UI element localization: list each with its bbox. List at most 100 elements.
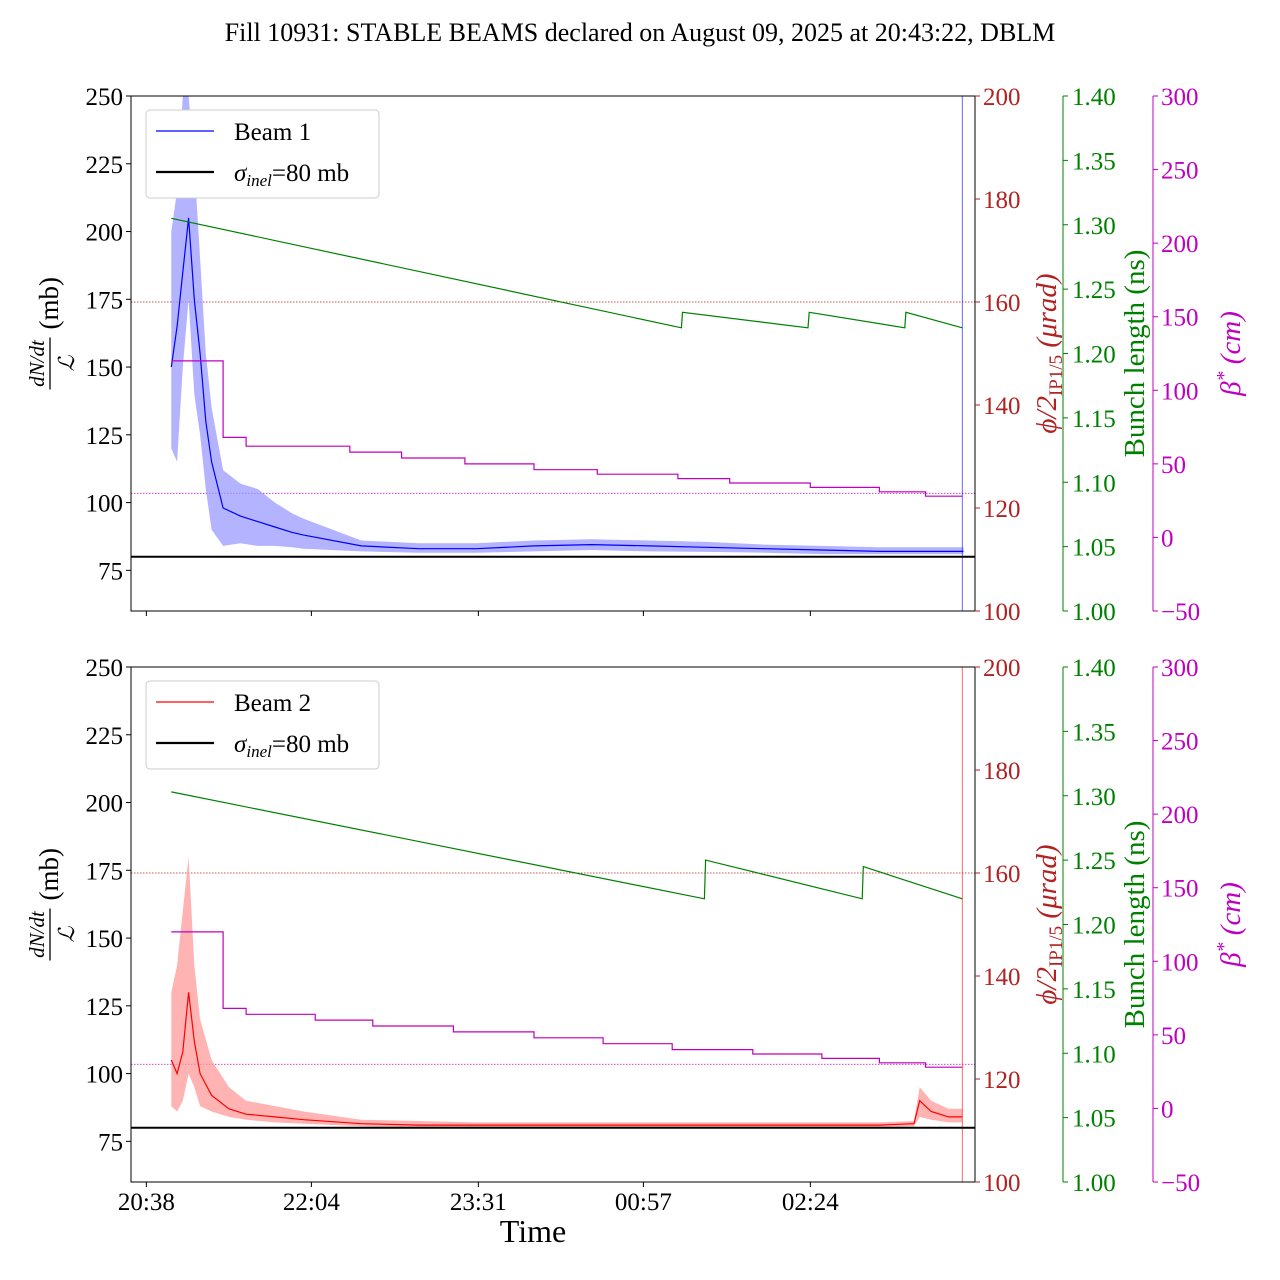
- right2-tick-label: 1.00: [1072, 1170, 1116, 1197]
- right2-tick-label: 1.35: [1072, 148, 1116, 175]
- right2-label: Bunch length (ns): [1119, 821, 1151, 1029]
- right2-tick-label: 1.40: [1072, 84, 1116, 111]
- left-tick-label: 150: [86, 355, 124, 382]
- legend-beam-label: Beam 1: [234, 119, 311, 146]
- right1-tick-label: 100: [983, 599, 1021, 626]
- right1-label: ϕ/2IP1/5 (μrad): [1031, 844, 1067, 1004]
- right1-tick-label: 200: [983, 84, 1021, 111]
- left-tick-label: 100: [86, 1062, 124, 1089]
- right2-tick-label: 1.25: [1072, 277, 1116, 304]
- legend: Beam 2 σinel=80 mb: [145, 680, 380, 770]
- x-tick-label: 02:24: [782, 1189, 839, 1216]
- right3-tick-label: 300: [1161, 655, 1199, 682]
- left-label-unit: (mb): [34, 848, 64, 900]
- legend-sigma-label: σinel=80 mb: [234, 160, 349, 190]
- right2-axis-label: Bunch length (ns): [1119, 821, 1151, 1029]
- right1-label: ϕ/2IP1/5 (μrad): [1031, 273, 1067, 433]
- right2-tick-label: 1.35: [1072, 719, 1116, 746]
- left-axis-label: dN/dt ℒ (mb): [25, 848, 79, 961]
- right3-tick-label: 50: [1161, 1023, 1186, 1050]
- right3-label: β* (cm): [1213, 311, 1247, 397]
- series-line-0: [170, 217, 964, 552]
- right2-tick-label: 1.10: [1072, 470, 1116, 497]
- left-label-denominator: ℒ: [54, 354, 79, 371]
- x-tick-label: 00:57: [615, 1189, 672, 1216]
- right1-tick-label: 160: [983, 861, 1021, 888]
- series-line-1: [171, 791, 963, 900]
- left-tick-label: 200: [86, 220, 124, 247]
- right2-tick-label: 1.30: [1072, 784, 1116, 811]
- legend-sigma-label: σinel=80 mb: [234, 731, 349, 761]
- left-tick-label: 150: [86, 926, 124, 953]
- plot-area: [131, 667, 975, 1182]
- right3-tick-label: 100: [1161, 949, 1199, 976]
- left-tick-label: 125: [86, 994, 124, 1021]
- right3-tick-label: 150: [1161, 305, 1199, 332]
- right2-tick-label: 1.00: [1072, 599, 1116, 626]
- right3-tick-label: 50: [1161, 452, 1186, 479]
- x-tick-label: 23:31: [450, 1189, 507, 1216]
- legend: Beam 1 σinel=80 mb: [145, 109, 380, 199]
- right2-tick-label: 1.15: [1072, 977, 1116, 1004]
- right3-tick-label: 0: [1161, 525, 1174, 552]
- left-tick-label: 125: [86, 423, 124, 450]
- right1-tick-label: 100: [983, 1170, 1021, 1197]
- right2-label: Bunch length (ns): [1119, 250, 1151, 458]
- right2-tick-label: 1.05: [1072, 1106, 1116, 1133]
- left-tick-label: 250: [86, 655, 124, 682]
- right1-tick-label: 120: [983, 496, 1021, 523]
- panel-top: 75 100 125 150 175 200 225 250 100 120 140 160 180 20…: [25, 84, 1247, 626]
- left-tick-label: 75: [98, 558, 123, 585]
- left-tick-label: 175: [86, 858, 124, 885]
- plot-frame: [130, 95, 976, 612]
- left-tick-label: 225: [86, 152, 124, 179]
- right1-tick-label: 140: [983, 964, 1021, 991]
- series-line-2: [171, 360, 963, 497]
- x-tick-label: 20:38: [118, 1189, 175, 1216]
- right2-tick-label: 1.10: [1072, 1041, 1116, 1068]
- right1-axis-label: ϕ/2IP1/5 (μrad): [1031, 844, 1067, 1004]
- right3-tick-label: 100: [1161, 378, 1199, 405]
- right3-tick-label: 250: [1161, 729, 1199, 756]
- left-tick-label: 250: [86, 84, 124, 111]
- right3-label: β* (cm): [1213, 882, 1247, 968]
- panel-bottom: 75 100 125 150 175 200 225 250 100 120 140 160 180 20…: [25, 655, 1247, 1249]
- legend-beam-label: Beam 2: [234, 690, 311, 717]
- right1-axis-label: ϕ/2IP1/5 (μrad): [1031, 273, 1067, 433]
- left-label-denominator: ℒ: [54, 925, 79, 942]
- series-band-0: [171, 856, 963, 1127]
- right3-axis-label: β* (cm): [1213, 882, 1247, 968]
- right3-tick-label: 300: [1161, 84, 1199, 111]
- left-tick-label: 175: [86, 287, 124, 314]
- figure-title: Fill 10931: STABLE BEAMS declared on Aug…: [224, 18, 1056, 47]
- x-tick-label: 22:04: [283, 1189, 340, 1216]
- right3-tick-label: 200: [1161, 231, 1199, 258]
- left-label-unit: (mb): [34, 277, 64, 329]
- legend-box: [145, 680, 380, 770]
- right2-tick-label: 1.25: [1072, 848, 1116, 875]
- left-tick-label: 75: [98, 1129, 123, 1156]
- x-axis-label: Time: [500, 1213, 566, 1249]
- right3-tick-label: −50: [1161, 1170, 1200, 1197]
- plot-frame: [130, 666, 976, 1183]
- series-line-1: [171, 217, 963, 329]
- series-band-0: [171, 96, 964, 555]
- right2-tick-label: 1.20: [1072, 913, 1116, 940]
- right1-tick-label: 140: [983, 393, 1021, 420]
- right3-tick-label: 150: [1161, 876, 1199, 903]
- right1-tick-label: 180: [983, 758, 1021, 785]
- right2-tick-label: 1.20: [1072, 342, 1116, 369]
- right2-axis-label: Bunch length (ns): [1119, 250, 1151, 458]
- right1-tick-label: 180: [983, 187, 1021, 214]
- plot-area: [131, 96, 975, 611]
- series-line-0: [170, 992, 963, 1126]
- right3-tick-label: 200: [1161, 802, 1199, 829]
- left-label-numerator: dN/dt: [25, 910, 49, 958]
- series-line-2: [171, 931, 963, 1068]
- right2-tick-label: 1.40: [1072, 655, 1116, 682]
- right2-tick-label: 1.15: [1072, 406, 1116, 433]
- legend-box: [145, 109, 380, 199]
- right3-tick-label: 250: [1161, 158, 1199, 185]
- right2-tick-label: 1.30: [1072, 213, 1116, 240]
